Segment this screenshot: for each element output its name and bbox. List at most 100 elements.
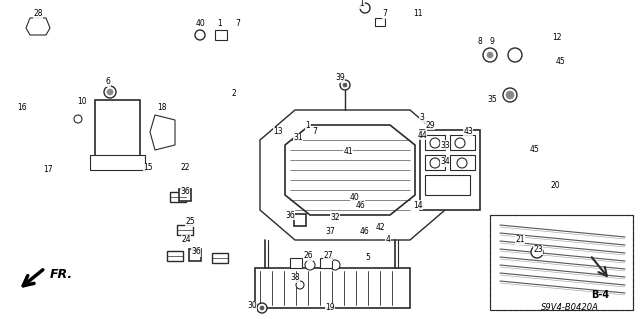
Bar <box>375 18 385 26</box>
Circle shape <box>195 30 205 40</box>
Text: 18: 18 <box>157 103 167 113</box>
Circle shape <box>104 86 116 98</box>
Bar <box>425 175 470 195</box>
Text: 32: 32 <box>330 213 340 222</box>
Text: 39: 39 <box>335 73 345 83</box>
Circle shape <box>296 281 304 289</box>
Bar <box>425 135 445 150</box>
Text: 26: 26 <box>303 251 313 261</box>
Bar <box>425 155 445 170</box>
Text: 36: 36 <box>180 188 190 197</box>
Bar <box>290 258 302 268</box>
Text: 15: 15 <box>143 164 153 173</box>
Text: 17: 17 <box>43 166 53 174</box>
Text: 45: 45 <box>530 145 540 154</box>
Circle shape <box>483 48 497 62</box>
Circle shape <box>430 158 440 168</box>
Bar <box>179 189 191 201</box>
Text: 27: 27 <box>323 251 333 261</box>
Circle shape <box>508 48 522 62</box>
Text: 2: 2 <box>232 90 236 99</box>
Circle shape <box>32 19 44 31</box>
Bar <box>177 225 193 235</box>
Text: 9: 9 <box>490 38 495 47</box>
Bar <box>450 155 475 170</box>
Text: 45: 45 <box>555 57 565 66</box>
Text: 14: 14 <box>413 201 423 210</box>
Polygon shape <box>150 115 175 150</box>
Bar <box>490 215 633 310</box>
Circle shape <box>343 83 347 87</box>
Text: 1: 1 <box>218 19 222 28</box>
Text: 21: 21 <box>515 235 525 244</box>
Text: 19: 19 <box>325 303 335 313</box>
Text: 10: 10 <box>77 98 87 107</box>
Bar <box>189 249 201 261</box>
Text: 3: 3 <box>420 114 424 122</box>
Text: 4: 4 <box>385 235 390 244</box>
Text: 16: 16 <box>17 103 27 113</box>
Text: 1: 1 <box>306 121 310 130</box>
Circle shape <box>455 138 465 148</box>
Circle shape <box>340 80 350 90</box>
Text: 7: 7 <box>236 19 241 28</box>
Circle shape <box>531 246 543 258</box>
Text: 23: 23 <box>533 246 543 255</box>
Bar <box>167 251 183 261</box>
Circle shape <box>457 158 467 168</box>
Circle shape <box>305 260 315 270</box>
Bar <box>215 30 227 40</box>
Polygon shape <box>285 125 415 215</box>
Text: 42: 42 <box>375 224 385 233</box>
Text: B-4: B-4 <box>591 290 609 300</box>
Bar <box>212 253 228 263</box>
Text: 43: 43 <box>463 128 473 137</box>
Polygon shape <box>260 110 445 240</box>
Text: 36: 36 <box>191 248 201 256</box>
Text: 40: 40 <box>350 194 360 203</box>
Polygon shape <box>560 155 620 280</box>
Text: 28: 28 <box>33 10 43 19</box>
Text: 5: 5 <box>365 254 371 263</box>
Text: 46: 46 <box>355 201 365 210</box>
Text: 41: 41 <box>343 147 353 157</box>
Text: 25: 25 <box>185 218 195 226</box>
Text: 8: 8 <box>477 38 483 47</box>
Text: 6: 6 <box>106 78 111 86</box>
Text: 11: 11 <box>413 10 423 19</box>
Bar <box>420 130 480 210</box>
Text: 7: 7 <box>312 128 317 137</box>
Text: 33: 33 <box>440 140 450 150</box>
Polygon shape <box>200 90 480 270</box>
Text: 31: 31 <box>293 133 303 143</box>
Bar <box>95 100 140 160</box>
Text: FR.: FR. <box>50 269 73 281</box>
Text: 37: 37 <box>325 227 335 236</box>
Circle shape <box>260 306 264 310</box>
Bar <box>490 215 633 310</box>
Text: 36: 36 <box>285 211 295 219</box>
Text: 13: 13 <box>273 128 283 137</box>
Circle shape <box>430 138 440 148</box>
Text: 7: 7 <box>383 10 387 19</box>
Text: 34: 34 <box>440 158 450 167</box>
Text: 29: 29 <box>425 121 435 130</box>
Text: S9V4-B0420A: S9V4-B0420A <box>541 303 599 313</box>
Text: 40: 40 <box>195 19 205 28</box>
Circle shape <box>506 91 514 99</box>
Circle shape <box>503 88 517 102</box>
Bar <box>255 268 410 308</box>
Bar <box>320 258 332 268</box>
Circle shape <box>74 115 82 123</box>
Text: 20: 20 <box>550 181 560 189</box>
Text: 30: 30 <box>247 301 257 310</box>
Text: 12: 12 <box>552 33 562 42</box>
Circle shape <box>107 89 113 95</box>
Circle shape <box>487 52 493 58</box>
Circle shape <box>360 3 370 13</box>
Text: 22: 22 <box>180 164 189 173</box>
Bar <box>294 214 306 226</box>
Text: 24: 24 <box>181 235 191 244</box>
Text: 44: 44 <box>417 130 427 139</box>
Text: 46: 46 <box>360 227 370 236</box>
